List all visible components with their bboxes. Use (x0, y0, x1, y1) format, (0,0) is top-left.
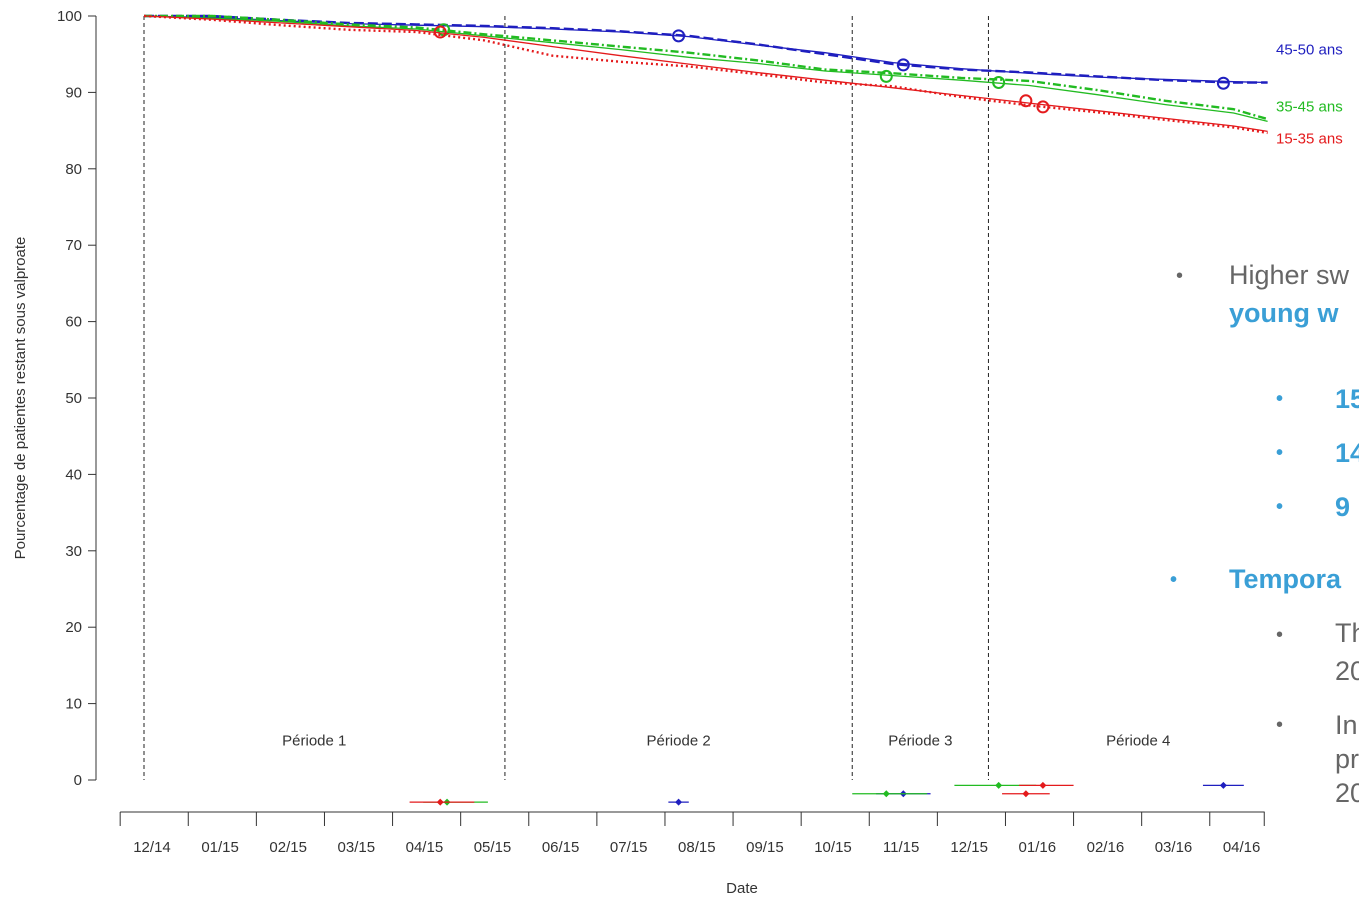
x-tick-label: 12/14 (133, 839, 171, 856)
series-lines (143, 14, 1268, 135)
breakpoint-ci-point (675, 798, 683, 806)
breakpoint-marker (896, 58, 910, 72)
axes: 0 10 20 30 40 50 60 70 80 90 100 12/14 01/15 02/15 03/… (57, 8, 1265, 856)
y-axis-title: Pourcentage de patientes restant sous va… (12, 237, 29, 560)
series-fitted-line (143, 15, 1268, 133)
x-tick-label: 02/15 (269, 839, 307, 856)
series-fitted-line (143, 15, 1268, 123)
y-tick-label: 70 (65, 237, 82, 254)
breakpoint-ci-point (1219, 781, 1227, 789)
x-tick-label: 04/16 (1223, 839, 1261, 856)
x-tick-label: 12/15 (950, 839, 988, 856)
period-label: Période 2 (646, 733, 710, 750)
breakpoint-marker (992, 75, 1006, 89)
x-tick-label: 11/15 (883, 839, 919, 856)
x-tick-label: 01/15 (201, 839, 239, 856)
period-separators: Période 1 Période 2 Période 3 Période 4 (143, 16, 1170, 780)
breakpoint-marker (1036, 100, 1050, 114)
series-label: 45-50 ans (1276, 41, 1343, 58)
period-label: Période 1 (282, 733, 346, 750)
y-tick-label: 0 (74, 772, 82, 789)
x-axis-title: Date (726, 880, 758, 897)
period-label: Période 4 (1106, 733, 1170, 750)
series-observed-line (143, 14, 1268, 135)
breakpoint-ci-point (995, 781, 1003, 789)
y-tick-label: 90 (65, 84, 82, 101)
series-observed-line (144, 14, 1268, 84)
x-tick-label: 08/15 (678, 839, 716, 856)
x-tick-label: 03/15 (338, 839, 376, 856)
x-tick-label: 10/15 (814, 839, 852, 856)
series-observed-line (144, 14, 1268, 121)
y-tick-label: 40 (65, 466, 82, 483)
breakpoint-ci-point (436, 798, 444, 806)
breakpoint-marker (1216, 76, 1230, 90)
y-tick-label: 20 (65, 619, 82, 636)
breakpoint-ci-point (882, 790, 890, 798)
breakpoint-ci-point (1039, 781, 1047, 789)
x-tick-label: 07/15 (610, 839, 648, 856)
y-tick-label: 30 (65, 543, 82, 560)
y-tick-label: 60 (65, 314, 82, 331)
breakpoint-ci-point (1022, 790, 1030, 798)
series-label: 35-45 ans (1276, 98, 1343, 115)
y-tick-label: 80 (65, 161, 82, 178)
x-tick-label: 05/15 (474, 839, 512, 856)
breakpoint-marker (879, 69, 893, 83)
x-tick-label: 01/16 (1019, 839, 1057, 856)
series-fitted-line (143, 15, 1268, 84)
breakpoint-intervals (409, 781, 1244, 806)
x-tick-label: 03/16 (1155, 839, 1193, 856)
y-tick-label: 100 (57, 8, 82, 25)
x-tick-label: 04/15 (406, 839, 444, 856)
x-tick-label: 09/15 (746, 839, 784, 856)
series-label: 15-35 ans (1276, 130, 1343, 147)
y-tick-label: 50 (65, 390, 82, 407)
x-tick-label: 02/16 (1087, 839, 1125, 856)
period-label: Période 3 (888, 733, 952, 750)
breakpoint-marker (433, 25, 447, 39)
breakpoint-marker (1019, 94, 1033, 108)
series-labels: 45-50 ans 35-45 ans 15-35 ans (1276, 41, 1343, 147)
x-tick-label: 06/15 (542, 839, 580, 856)
y-tick-label: 10 (65, 696, 82, 713)
breakpoint-marker (672, 29, 686, 43)
